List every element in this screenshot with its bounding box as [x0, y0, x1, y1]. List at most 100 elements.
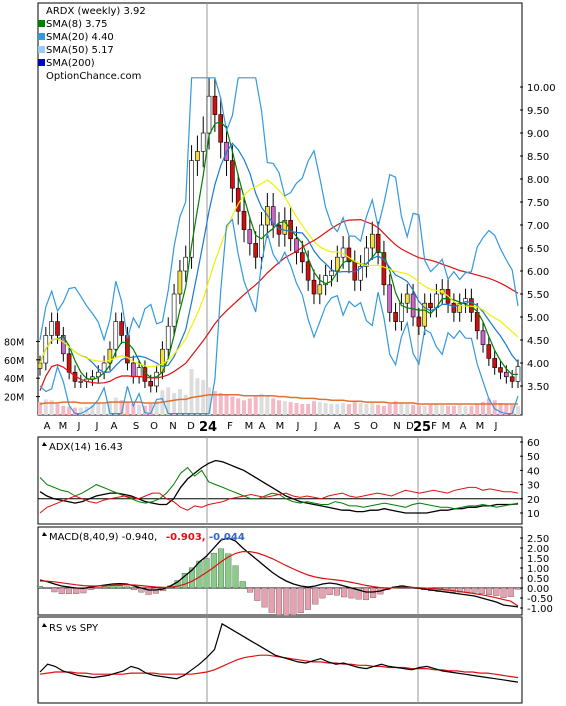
volume-bar — [469, 405, 474, 415]
volume-bar — [481, 402, 485, 415]
macd-tick-label: -0.50 — [527, 594, 553, 605]
volume-bar — [405, 404, 410, 415]
macd-histogram-bar — [181, 573, 188, 589]
volume-bar — [376, 404, 381, 415]
candle-body — [381, 252, 387, 286]
volume-bar — [253, 396, 258, 415]
volume-bar — [457, 404, 462, 415]
volume-bar — [137, 404, 142, 415]
candle-body — [410, 293, 416, 318]
month-label: J — [296, 421, 300, 432]
month-label: A — [44, 421, 51, 432]
volume-bar — [183, 394, 188, 415]
price-tick-label: 8.00 — [527, 175, 549, 186]
volume-bar — [224, 394, 229, 415]
macd-histogram-bar — [87, 587, 94, 590]
macd-tick-label: -1.00 — [527, 604, 553, 615]
volume-bar — [510, 404, 515, 415]
minus-di-line — [39, 486, 519, 514]
candle-body — [393, 312, 398, 322]
macd-histogram-bar — [58, 587, 65, 594]
volume-bar — [486, 398, 491, 415]
sma8-line — [39, 120, 519, 381]
price-tick-label: 8.50 — [527, 152, 549, 163]
sma20-line — [39, 142, 519, 374]
rs-line — [39, 622, 519, 683]
macd-histogram-bar — [471, 587, 478, 593]
candle-body — [148, 381, 153, 387]
legend-entry: SMA(50) 5.17 — [46, 45, 114, 56]
candle-body — [131, 362, 136, 378]
volume-bar — [446, 405, 450, 415]
month-label: F — [431, 421, 437, 432]
candle-body — [457, 302, 463, 313]
month-label: J — [77, 421, 81, 432]
adx-tick-label: 60 — [527, 438, 540, 449]
candle-body — [259, 224, 264, 258]
candle-body — [247, 229, 253, 244]
month-label: J — [494, 421, 498, 432]
macd-histogram-bar — [203, 558, 210, 589]
macd-histogram-bar — [478, 587, 485, 594]
macd-histogram-bar — [218, 548, 225, 589]
candle-body — [241, 210, 247, 230]
year-label: 25 — [413, 420, 431, 435]
macd-histogram-bar — [189, 567, 196, 589]
macd-axis: 2.502.001.501.000.500.00-0.50-1.00 — [520, 534, 553, 615]
volume-bar — [282, 401, 287, 415]
volume-bar — [428, 404, 433, 415]
volume-bar — [271, 398, 276, 415]
legend: ARDX (weekly) 3.92 SMA(8) 3.75 SMA(20) 4.4… — [38, 6, 146, 82]
volume-bar — [346, 404, 351, 415]
price-tick-label: 5.00 — [527, 313, 549, 324]
candle-body — [189, 160, 194, 258]
volume-bar — [498, 403, 503, 415]
volume-bar — [387, 404, 392, 415]
volume-bar — [451, 405, 456, 415]
candle-body — [369, 233, 375, 249]
volume-bar — [73, 407, 77, 415]
month-label: D — [187, 421, 195, 432]
candle-body — [165, 325, 171, 350]
price-tick-label: 4.00 — [527, 359, 549, 370]
volume-bar — [125, 402, 130, 415]
macd-histogram-bar — [65, 587, 72, 594]
volume-bar — [131, 404, 136, 415]
volume-bar — [43, 399, 48, 415]
candle-body — [364, 247, 369, 267]
candle-body — [498, 367, 503, 373]
volume-bar — [265, 395, 270, 415]
month-label: A — [334, 421, 341, 432]
macd-histogram-bar — [247, 587, 254, 593]
candle-body — [474, 312, 480, 332]
volume-tick-label: 60M — [4, 356, 24, 367]
macd-histogram-bar — [370, 587, 377, 598]
candle-body — [235, 187, 241, 212]
volume-tick-label: 20M — [4, 393, 24, 404]
month-label: M — [245, 421, 254, 432]
volume-average-line — [39, 394, 518, 405]
volume-bar — [242, 400, 246, 415]
volume-bars — [38, 369, 520, 415]
macd-histogram-bar — [239, 581, 246, 589]
candle-body — [480, 330, 486, 345]
legend-entry: OptionChance.com — [46, 71, 141, 82]
macd-tick-label: 1.00 — [527, 564, 549, 575]
candle-body — [422, 302, 428, 327]
bollinger-bands — [39, 77, 519, 415]
macd-histogram-bar — [268, 587, 275, 613]
volume-bar — [463, 405, 468, 415]
adx-tick-label: 40 — [527, 466, 540, 477]
rs-label-text: RS vs SPY — [49, 623, 99, 634]
macd-histogram-bar — [116, 585, 123, 589]
price-axis: 10.00 9.50 9.00 8.50 8.00 7.50 7.00 6.50 6.00 5.5… — [520, 83, 556, 393]
candle-body — [60, 335, 66, 355]
candle-body — [428, 302, 433, 309]
volume-bar — [90, 404, 95, 415]
candle-body — [154, 371, 159, 387]
month-label: M — [476, 421, 485, 432]
candle-body — [78, 381, 84, 383]
volume-bar — [49, 400, 54, 415]
volume-bar — [247, 398, 252, 415]
volume-bar — [434, 404, 439, 415]
